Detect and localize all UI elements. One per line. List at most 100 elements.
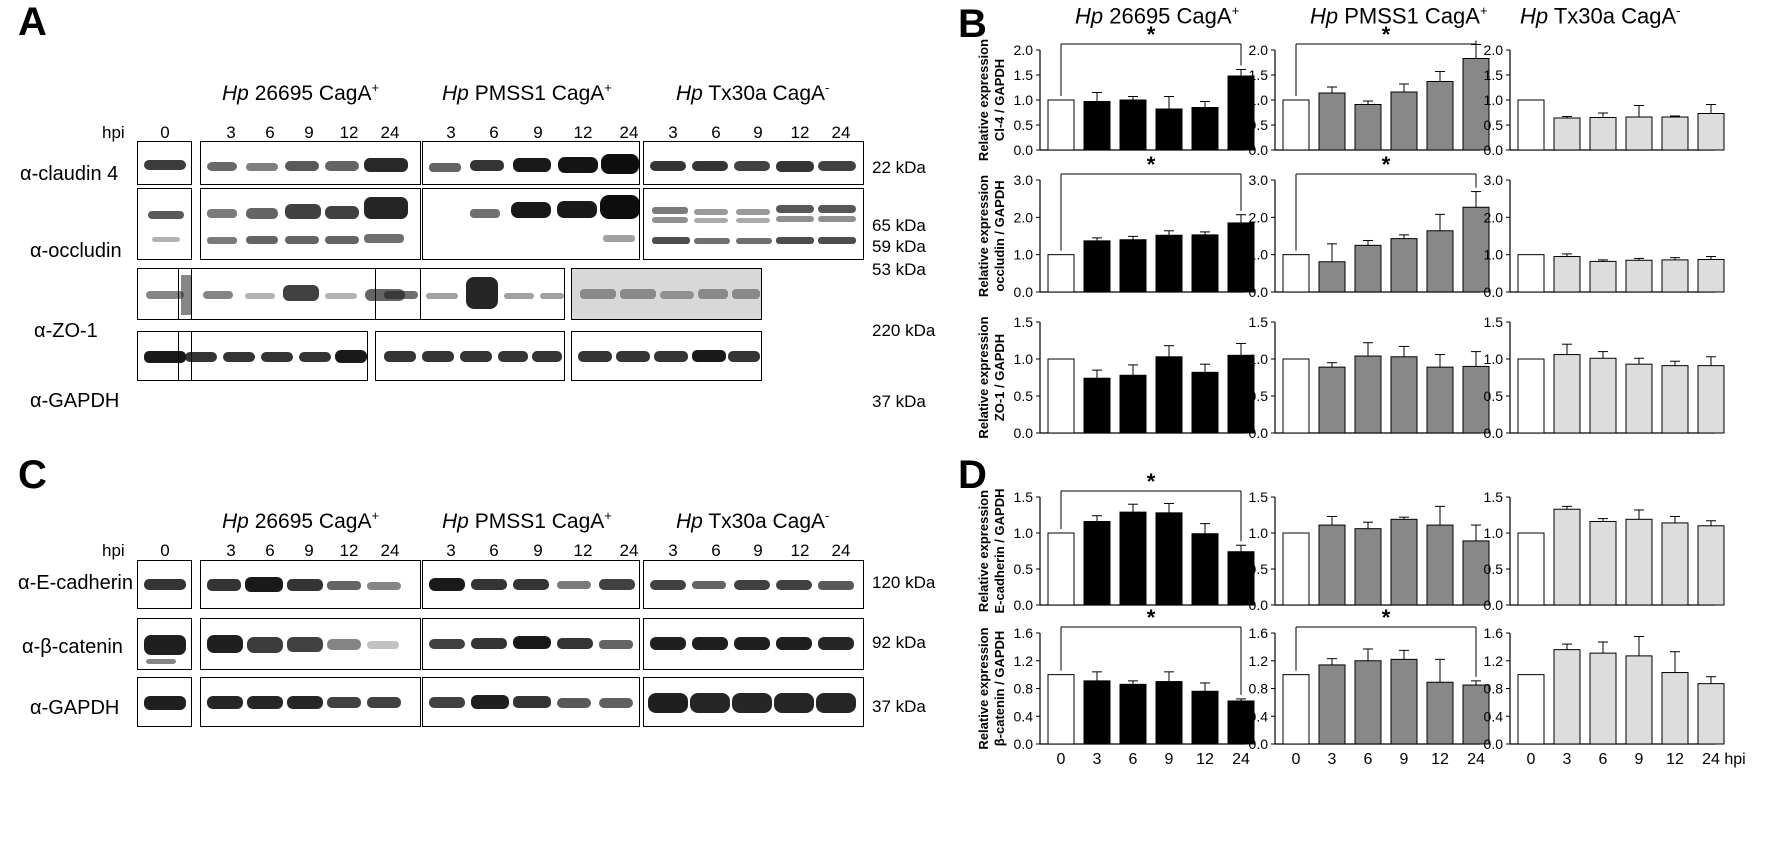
- x-tick-label: 24: [1702, 751, 1720, 768]
- panel-label-d: D: [958, 453, 987, 497]
- time-label: 3: [668, 123, 678, 142]
- antibody-label: α-GAPDH: [30, 390, 120, 412]
- x-tick-label: 3: [1563, 751, 1572, 768]
- bar: [1083, 240, 1111, 293]
- time-label: 3: [446, 123, 456, 142]
- y-tick-label: 0.5: [1484, 388, 1504, 404]
- time-label: 9: [304, 123, 314, 142]
- bar: [1191, 371, 1219, 434]
- y-axis-label: ZO-1 / GAPDH: [992, 334, 1007, 421]
- blot-strip: [643, 188, 864, 260]
- bar: [1318, 664, 1346, 745]
- y-tick-label: 1.0: [1484, 247, 1504, 263]
- time-label: 3: [226, 541, 236, 560]
- bar: [1354, 528, 1382, 606]
- y-tick-label: 0.0: [1014, 425, 1034, 441]
- bar: [1589, 652, 1617, 745]
- bar: [1697, 525, 1725, 606]
- chart-column-title: Hp Tx30a CagA-: [1520, 3, 1681, 29]
- blot-strip: [137, 188, 192, 260]
- time-label: 9: [533, 541, 543, 560]
- y-tick-label: 0.0: [1249, 425, 1269, 441]
- y-tick-label: 1.5: [1014, 489, 1034, 505]
- blot-strip: [200, 677, 421, 727]
- time-label: 12: [790, 541, 810, 560]
- x-tick-label: 6: [1599, 751, 1608, 768]
- panel-label-a: A: [18, 0, 47, 44]
- time-label: 6: [711, 541, 721, 560]
- y-tick-label: 1.5: [1249, 314, 1269, 330]
- bar: [1390, 238, 1418, 293]
- molecular-weight-label: 53 kDa: [872, 260, 926, 279]
- blot-strip: [571, 268, 762, 320]
- bar: [1354, 660, 1382, 745]
- bar: [1661, 365, 1689, 434]
- x-tick-label: 9: [1165, 751, 1174, 768]
- significance-marker: *: [1147, 469, 1156, 494]
- x-tick-label: 12: [1196, 751, 1214, 768]
- y-tick-label: 1.0: [1249, 247, 1269, 263]
- significance-marker: *: [1147, 152, 1156, 177]
- bar: [1119, 511, 1147, 606]
- y-tick-label: 2.0: [1249, 209, 1269, 225]
- bar: [1697, 113, 1725, 151]
- x-axis-label: hpi: [1724, 751, 1745, 768]
- bar: [1318, 92, 1346, 151]
- y-tick-label: 0.0: [1484, 425, 1504, 441]
- y-axis-label: Relative expression: [976, 175, 991, 297]
- blot-strip: [200, 141, 421, 185]
- y-tick-label: 1.0: [1249, 525, 1269, 541]
- y-tick-label: 0.0: [1014, 597, 1034, 613]
- bar: [1462, 684, 1490, 745]
- blot-group-title: Hp PMSS1 CagA+: [442, 508, 612, 533]
- blot-group-title: Hp Tx30a CagA-: [676, 80, 830, 105]
- bar: [1553, 354, 1581, 434]
- y-tick-label: 1.5: [1014, 67, 1034, 83]
- blot-strip: [137, 677, 192, 727]
- time-label: 12: [790, 123, 810, 142]
- y-tick-label: 0.5: [1249, 117, 1269, 133]
- y-tick-label: 0.4: [1484, 708, 1504, 724]
- bar: [1661, 522, 1689, 606]
- time-label: 12: [573, 123, 593, 142]
- bar: [1119, 374, 1147, 434]
- y-tick-label: 2.0: [1249, 42, 1269, 58]
- blot-strip: [137, 141, 192, 185]
- antibody-label: α-occludin: [30, 240, 122, 262]
- bar: [1390, 518, 1418, 606]
- y-tick-label: 1.0: [1014, 247, 1034, 263]
- bar: [1517, 254, 1545, 293]
- y-tick-label: 0.0: [1249, 284, 1269, 300]
- y-tick-label: 3.0: [1014, 172, 1034, 188]
- time-label: 12: [339, 541, 359, 560]
- bar: [1697, 365, 1725, 434]
- bar: [1390, 91, 1418, 151]
- y-tick-label: 0.0: [1484, 284, 1504, 300]
- blot-strip: [643, 141, 864, 185]
- time-label: 9: [753, 541, 763, 560]
- bar: [1354, 104, 1382, 151]
- bar: [1589, 260, 1617, 293]
- blot-strip: [200, 618, 421, 670]
- bar: [1191, 234, 1219, 293]
- y-tick-label: 1.5: [1484, 489, 1504, 505]
- blot-group-title: Hp 26695 CagA+: [222, 80, 380, 105]
- blot-strip: [375, 331, 565, 381]
- y-tick-label: 0.8: [1249, 681, 1269, 697]
- bar: [1119, 239, 1147, 293]
- time-label: 12: [573, 541, 593, 560]
- bar: [1282, 254, 1310, 293]
- bar: [1318, 261, 1346, 293]
- bar: [1083, 377, 1111, 434]
- bar: [1047, 358, 1075, 434]
- bar: [1390, 658, 1418, 745]
- y-tick-label: 0.0: [1249, 736, 1269, 752]
- bar: [1697, 683, 1725, 745]
- blot-strip: [571, 331, 762, 381]
- time-label: 12: [339, 123, 359, 142]
- y-tick-label: 0.5: [1484, 561, 1504, 577]
- x-tick-label: 3: [1328, 751, 1337, 768]
- bar: [1282, 99, 1310, 151]
- panel-label-c: C: [18, 453, 47, 497]
- bar: [1589, 357, 1617, 434]
